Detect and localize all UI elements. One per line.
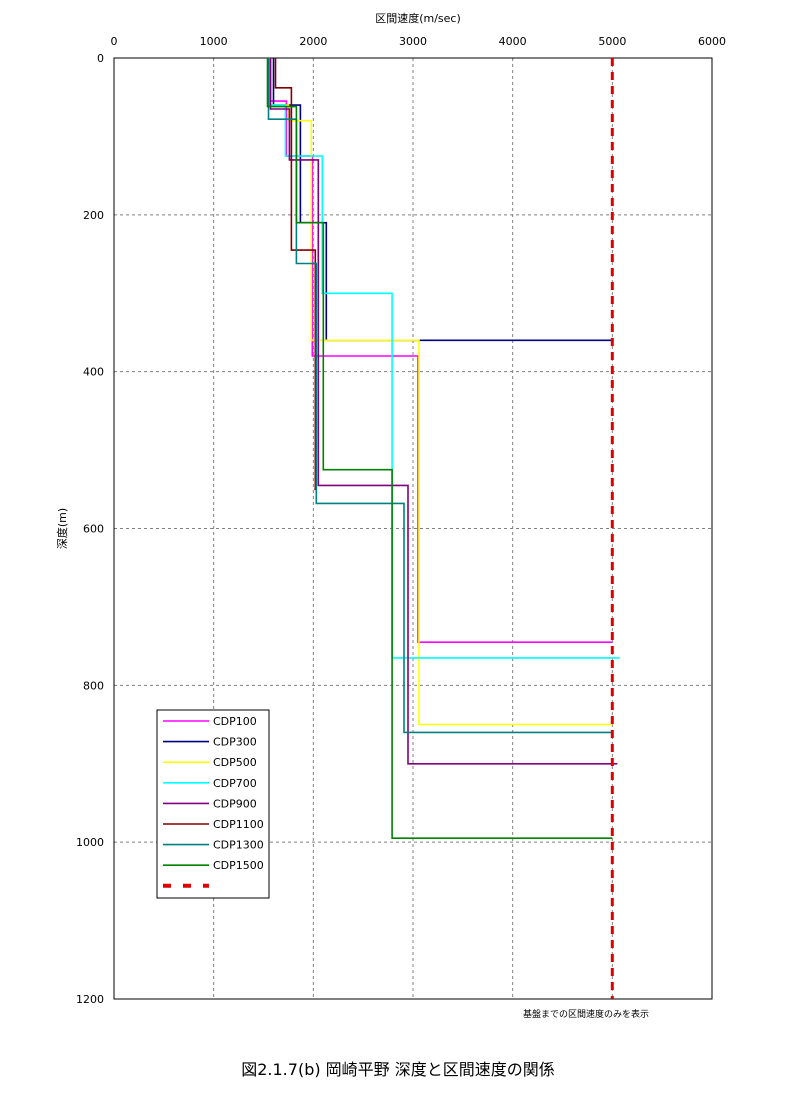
x-tick-label: 4000 bbox=[499, 35, 527, 48]
figure-caption: 図2.1.7(b) 岡崎平野 深度と区間速度の関係 bbox=[241, 1060, 555, 1079]
legend-label: CDP500 bbox=[213, 756, 257, 769]
y-tick-label: 800 bbox=[83, 679, 104, 692]
x-tick-label: 6000 bbox=[698, 35, 726, 48]
legend-label: CDP1100 bbox=[213, 818, 264, 831]
legend-label: CDP1500 bbox=[213, 859, 264, 872]
x-tick-label: 0 bbox=[111, 35, 118, 48]
series-line-cdp900 bbox=[269, 58, 618, 765]
y-tick-label: 200 bbox=[83, 209, 104, 222]
y-tick-label: 400 bbox=[83, 366, 104, 379]
legend-label: CDP300 bbox=[213, 736, 257, 749]
legend-label: CDP100 bbox=[213, 715, 257, 728]
legend-label: CDP700 bbox=[213, 777, 257, 790]
series-line-cdp100 bbox=[269, 58, 613, 644]
series-line-cdp300 bbox=[272, 58, 613, 342]
series-line-cdp1300 bbox=[267, 58, 613, 734]
y-axis-title: 深度(m) bbox=[55, 508, 69, 549]
series-line-cdp700 bbox=[268, 58, 620, 659]
plot-frame bbox=[113, 57, 713, 1000]
series-line-cdp1500 bbox=[266, 58, 613, 840]
x-tick-label: 3000 bbox=[399, 35, 427, 48]
y-tick-label: 1200 bbox=[76, 993, 104, 1006]
series-line-cdp500 bbox=[268, 58, 613, 726]
x-tick-label: 5000 bbox=[598, 35, 626, 48]
x-axis-title: 区間速度(m/sec) bbox=[375, 11, 461, 25]
legend: CDP100 CDP300 CDP500 CDP700 CDP900 CDP1100 CDP… bbox=[156, 709, 270, 899]
x-tick-label: 1000 bbox=[200, 35, 228, 48]
series-line-cdp1100 bbox=[274, 58, 317, 491]
series-lines bbox=[266, 58, 620, 999]
legend-label: CDP900 bbox=[213, 797, 257, 810]
legend-label: CDP1300 bbox=[213, 839, 264, 852]
y-tick-label: 600 bbox=[83, 523, 104, 536]
y-tick-label: 0 bbox=[97, 52, 104, 65]
y-tick-label: 1000 bbox=[76, 836, 104, 849]
x-tick-label: 2000 bbox=[299, 35, 327, 48]
tick-labels: 0 1000 2000 3000 4000 5000 6000 0 200 400 600 800 10… bbox=[76, 35, 726, 1006]
chart-note: 基盤までの区間速度のみを表示 bbox=[523, 1008, 649, 1020]
